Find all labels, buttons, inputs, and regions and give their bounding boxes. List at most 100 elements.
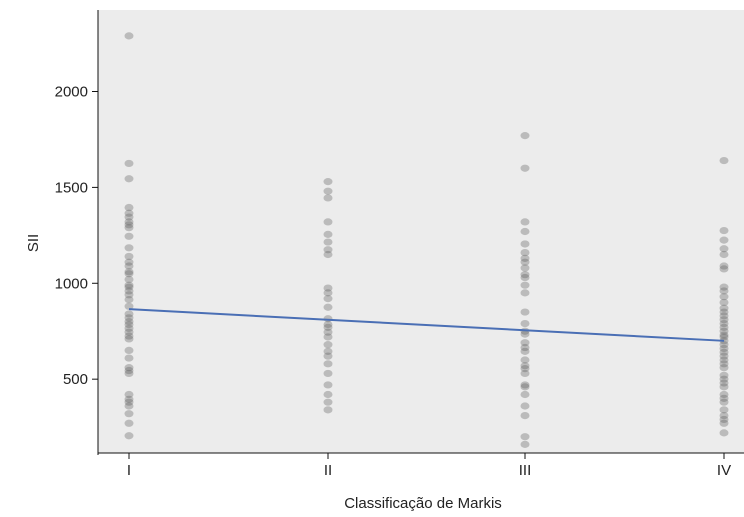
data-point	[719, 308, 729, 316]
data-point	[124, 314, 134, 322]
x-tick-label: III	[519, 462, 532, 479]
data-point	[323, 230, 333, 238]
data-point	[124, 268, 134, 276]
data-point	[719, 429, 729, 437]
data-point	[719, 298, 729, 307]
data-point	[719, 312, 729, 320]
data-point	[520, 254, 530, 262]
data-point	[520, 289, 530, 297]
data-point	[719, 398, 729, 406]
data-point	[719, 319, 729, 328]
data-point	[124, 224, 134, 232]
data-point	[719, 316, 729, 324]
data-point	[124, 369, 134, 378]
data-point	[323, 289, 333, 297]
data-point	[719, 236, 729, 244]
data-point	[719, 419, 729, 427]
data-point	[323, 320, 333, 329]
y-tick-label: 2000	[55, 84, 88, 101]
data-point	[124, 32, 134, 40]
data-point	[520, 258, 530, 266]
data-point	[520, 264, 530, 272]
data-point	[719, 352, 729, 360]
data-point	[323, 218, 333, 226]
data-point	[520, 440, 530, 448]
data-point	[323, 238, 333, 246]
data-point	[124, 262, 134, 270]
data-point	[124, 346, 134, 355]
data-point	[323, 398, 333, 406]
y-axis-title: SII	[25, 234, 42, 252]
data-point	[719, 415, 729, 424]
data-point	[520, 319, 530, 328]
data-point	[323, 284, 333, 292]
data-point	[124, 390, 134, 399]
x-axis-ticks: I II III IV	[127, 453, 731, 479]
data-point	[124, 244, 134, 252]
data-point	[719, 327, 729, 335]
y-tick-label: 500	[63, 371, 88, 388]
data-point	[520, 308, 530, 316]
data-point	[520, 433, 530, 441]
data-point	[719, 245, 729, 253]
data-point	[719, 323, 729, 331]
data-point	[520, 273, 530, 282]
data-point	[719, 287, 729, 295]
data-point	[124, 209, 134, 217]
data-point	[719, 304, 729, 312]
data-point	[520, 356, 530, 364]
data-point	[124, 275, 134, 284]
x-tick-label: II	[324, 462, 332, 479]
data-point	[719, 333, 729, 341]
data-point	[719, 379, 729, 387]
data-point	[124, 402, 134, 410]
data-point	[124, 366, 134, 375]
data-point	[124, 335, 134, 343]
data-point	[323, 295, 333, 303]
data-point	[124, 410, 134, 418]
data-point	[520, 240, 530, 248]
data-point	[124, 419, 134, 427]
data-points	[124, 32, 729, 448]
data-point	[520, 248, 530, 257]
data-point	[719, 412, 729, 420]
data-point	[719, 348, 729, 356]
data-point	[520, 362, 530, 370]
data-point	[323, 303, 333, 311]
data-point	[323, 328, 333, 336]
data-point	[124, 318, 134, 326]
data-point	[719, 364, 729, 372]
data-point	[323, 194, 333, 202]
data-point	[124, 302, 134, 310]
data-point	[719, 331, 729, 339]
data-point	[719, 394, 729, 402]
data-point	[124, 258, 134, 266]
plot-panel	[98, 10, 744, 453]
data-point	[719, 250, 729, 259]
data-point	[124, 291, 134, 299]
data-point	[124, 270, 134, 278]
data-point	[124, 398, 134, 406]
data-point	[323, 250, 333, 259]
data-point	[719, 344, 729, 353]
data-point	[124, 295, 134, 304]
data-point	[520, 343, 530, 352]
data-point	[719, 406, 729, 414]
data-point	[124, 203, 134, 212]
data-point	[124, 283, 134, 291]
data-point	[520, 412, 530, 420]
data-point	[719, 375, 729, 383]
data-point	[520, 132, 530, 140]
data-point	[124, 310, 134, 318]
data-point	[520, 383, 530, 391]
x-tick-label: IV	[717, 462, 731, 479]
data-point	[124, 175, 134, 183]
data-point	[323, 333, 333, 341]
data-point	[323, 369, 333, 378]
data-point	[124, 354, 134, 362]
data-point	[124, 332, 134, 340]
data-point	[520, 281, 530, 289]
data-point	[520, 369, 530, 378]
data-point	[323, 187, 333, 195]
data-point	[719, 156, 729, 165]
